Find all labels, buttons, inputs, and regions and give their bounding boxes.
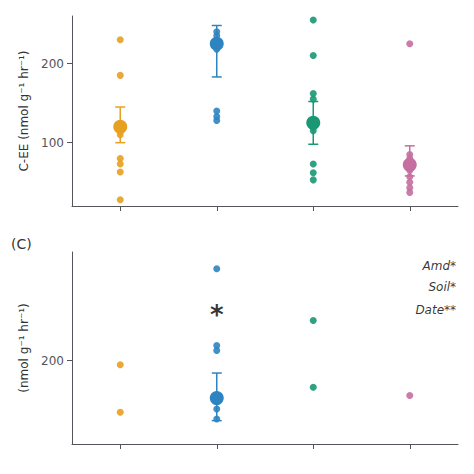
svg-text:Soil*: Soil* xyxy=(428,280,456,294)
svg-text:*: * xyxy=(210,300,224,330)
svg-text:200: 200 xyxy=(41,57,64,71)
svg-text:(nmol g⁻¹ hr⁻¹): (nmol g⁻¹ hr⁻¹) xyxy=(17,303,31,392)
svg-text:Date**: Date** xyxy=(415,303,456,317)
svg-text:(C): (C) xyxy=(11,236,32,252)
svg-text:200: 200 xyxy=(41,354,64,368)
svg-text:Amd*: Amd* xyxy=(422,259,457,273)
svg-text:100: 100 xyxy=(41,136,64,150)
svg-text:C-EE (nmol g⁻¹ hr⁻¹): C-EE (nmol g⁻¹ hr⁻¹) xyxy=(17,50,31,171)
